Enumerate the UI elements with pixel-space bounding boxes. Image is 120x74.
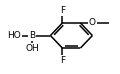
Text: B: B	[29, 31, 36, 40]
Text: O: O	[89, 18, 96, 27]
Text: F: F	[60, 6, 65, 15]
Text: OH: OH	[26, 44, 39, 53]
Text: F: F	[60, 56, 65, 65]
Text: HO: HO	[8, 31, 21, 40]
